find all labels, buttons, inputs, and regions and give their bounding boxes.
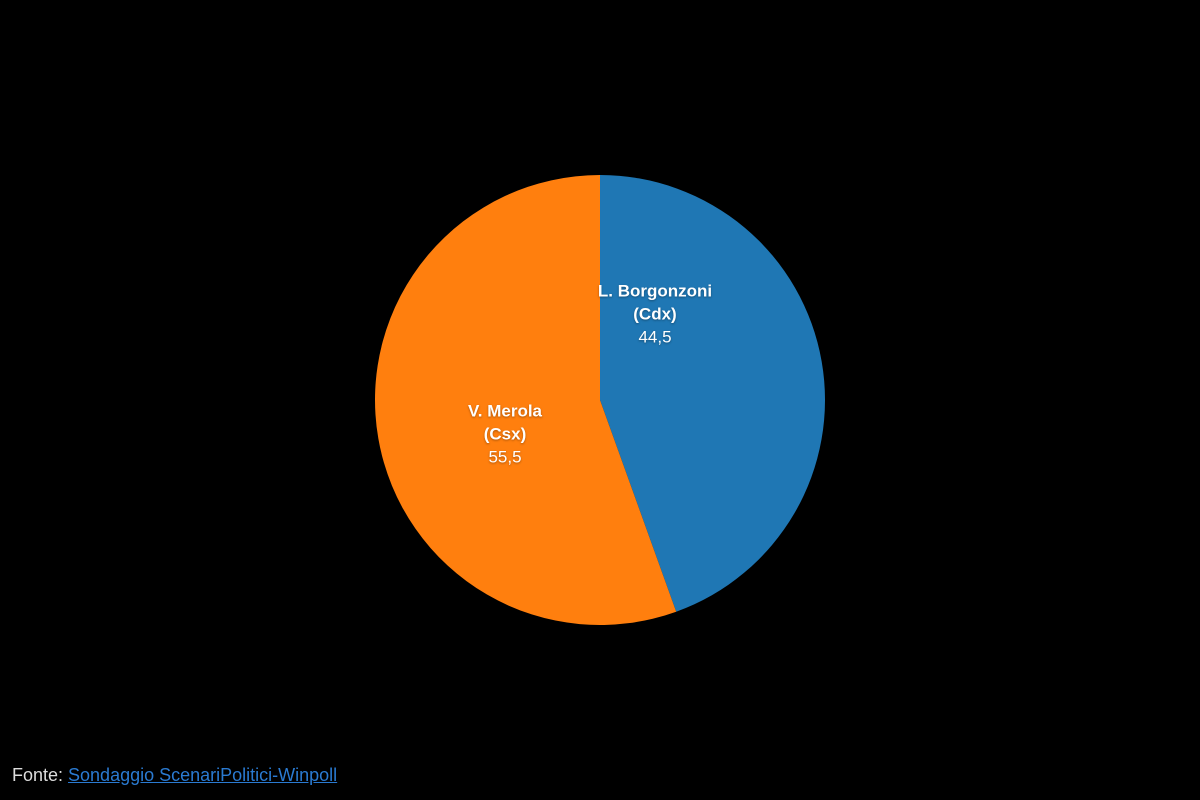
- pie-svg: [375, 175, 825, 625]
- slice-label-borgonzoni: L. Borgonzoni (Cdx) 44,5: [598, 281, 712, 350]
- slice-name-line1: V. Merola: [468, 401, 542, 424]
- slice-name-line2: (Cdx): [598, 304, 712, 327]
- slice-value: 55,5: [468, 446, 542, 469]
- slice-name-line2: (Csx): [468, 424, 542, 447]
- slice-label-merola: V. Merola (Csx) 55,5: [468, 401, 542, 470]
- source-link[interactable]: Sondaggio ScenariPolitici-Winpoll: [68, 765, 337, 785]
- slice-value: 44,5: [598, 326, 712, 349]
- slice-name-line1: L. Borgonzoni: [598, 281, 712, 304]
- source-prefix: Fonte:: [12, 765, 68, 785]
- pie-chart: L. Borgonzoni (Cdx) 44,5 V. Merola (Csx)…: [375, 175, 825, 625]
- source-footer: Fonte: Sondaggio ScenariPolitici-Winpoll: [12, 765, 337, 786]
